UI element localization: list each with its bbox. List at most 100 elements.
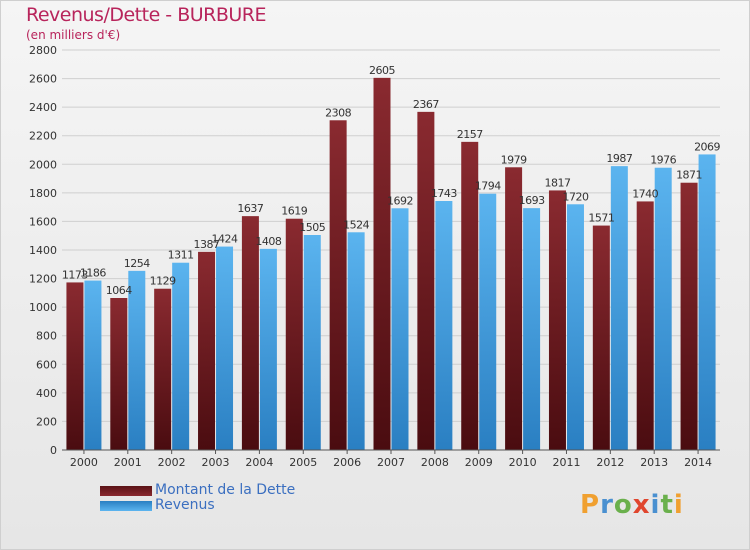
- x-tick-label: 2006: [333, 456, 361, 469]
- revenus-bar: [391, 208, 409, 450]
- y-tick-label: 1400: [29, 244, 57, 257]
- dette-bar: [680, 182, 698, 450]
- proxiti-logo: Proxiti: [580, 490, 684, 520]
- value-label: 2157: [457, 128, 483, 141]
- x-tick-label: 2002: [158, 456, 186, 469]
- dette-bar: [461, 141, 479, 450]
- x-tick-label: 2000: [70, 456, 98, 469]
- value-label: 1817: [544, 176, 570, 189]
- y-axis-ticks: 0 200 400 600 800 1000 1200 1400 1600 1800 2000 220…: [29, 44, 57, 457]
- value-label: 1311: [168, 249, 194, 262]
- value-label: 1692: [387, 194, 413, 207]
- y-tick-label: 1800: [29, 187, 57, 200]
- dette-bar: [198, 251, 216, 450]
- y-tick-label: 2200: [29, 130, 57, 143]
- dette-bar: [373, 77, 391, 450]
- x-tick-label: 2009: [465, 456, 493, 469]
- dette-bar: [636, 201, 654, 450]
- y-tick-label: 2800: [29, 44, 57, 57]
- logo-letter: r: [600, 490, 614, 520]
- x-tick-label: 2004: [245, 456, 273, 469]
- x-tick-label: 2003: [202, 456, 230, 469]
- dette-bar: [241, 216, 259, 450]
- value-label: 1173: [62, 268, 88, 281]
- value-label: 1129: [150, 275, 176, 288]
- value-label: 1619: [281, 205, 307, 218]
- dette-bar: [505, 167, 523, 451]
- chart-subtitle: (en milliers d'€): [26, 28, 121, 42]
- value-label: 2367: [413, 98, 439, 111]
- revenus-bar: [172, 262, 190, 450]
- value-label: 1571: [588, 212, 614, 225]
- legend-swatch-dette: [100, 486, 152, 496]
- x-tick-label: 2011: [552, 456, 580, 469]
- value-label: 1254: [124, 257, 150, 270]
- y-tick-label: 800: [36, 330, 57, 343]
- dette-bar: [592, 225, 610, 450]
- logo-letter: i: [650, 490, 661, 520]
- value-label: 1186: [80, 267, 106, 280]
- value-label: 1987: [606, 152, 632, 165]
- revenus-bar: [84, 280, 102, 450]
- bars: [66, 77, 716, 451]
- revenus-bar: [654, 167, 672, 450]
- dette-bar: [285, 218, 303, 450]
- y-tick-label: 400: [36, 387, 57, 400]
- legend-label-dette: Montant de la Dette: [155, 482, 296, 498]
- value-label: 2308: [325, 106, 351, 119]
- dette-bar: [548, 190, 566, 450]
- value-label: 1743: [431, 187, 457, 200]
- dette-bar: [154, 288, 172, 450]
- y-tick-label: 2600: [29, 73, 57, 86]
- logo-letter: P: [580, 490, 601, 520]
- logo-letter: t: [660, 490, 674, 520]
- dette-bar: [329, 120, 347, 451]
- x-tick-label: 2013: [640, 456, 668, 469]
- revenus-bar: [216, 246, 234, 450]
- value-label: 1794: [475, 180, 501, 193]
- value-label: 1637: [237, 202, 263, 215]
- x-tick-label: 2001: [114, 456, 142, 469]
- y-tick-label: 2400: [29, 101, 57, 114]
- revenus-bar: [347, 232, 365, 450]
- revenus-bar: [128, 270, 146, 450]
- x-tick-label: 2014: [684, 456, 712, 469]
- y-tick-label: 200: [36, 415, 57, 428]
- revenus-bar: [435, 201, 453, 450]
- revenus-bar: [259, 248, 277, 450]
- value-label: 1424: [212, 233, 238, 246]
- revenus-bar: [479, 193, 497, 450]
- dette-bar: [110, 298, 128, 450]
- x-tick-label: 2008: [421, 456, 449, 469]
- value-label: 1979: [501, 153, 527, 166]
- y-tick-label: 600: [36, 358, 57, 371]
- value-label: 2605: [369, 64, 395, 77]
- logo-letter: x: [632, 490, 651, 520]
- chart-title: Revenus/Dette - BURBURE: [26, 4, 267, 26]
- value-label: 1387: [194, 238, 220, 251]
- value-label: 1408: [255, 235, 281, 248]
- x-tick-label: 2010: [509, 456, 537, 469]
- revenus-bar: [566, 204, 584, 450]
- y-tick-label: 1200: [29, 273, 57, 286]
- dette-bar: [66, 282, 84, 450]
- value-label: 1740: [632, 187, 658, 200]
- x-tick-label: 2012: [596, 456, 624, 469]
- value-label: 2069: [694, 140, 720, 153]
- revenus-bar: [610, 166, 628, 450]
- dette-bar: [417, 111, 435, 450]
- revenus-bar: [303, 235, 321, 450]
- x-tick-label: 2007: [377, 456, 405, 469]
- value-label: 1720: [562, 190, 588, 203]
- value-label: 1524: [343, 218, 369, 231]
- grid-lines: [62, 49, 720, 451]
- y-tick-label: 0: [50, 444, 57, 457]
- value-label: 1064: [106, 284, 132, 297]
- value-label: 1693: [519, 194, 545, 207]
- x-tick-label: 2005: [289, 456, 317, 469]
- value-label: 1505: [299, 221, 325, 234]
- revenus-bar: [698, 154, 716, 450]
- value-label: 1976: [650, 154, 676, 167]
